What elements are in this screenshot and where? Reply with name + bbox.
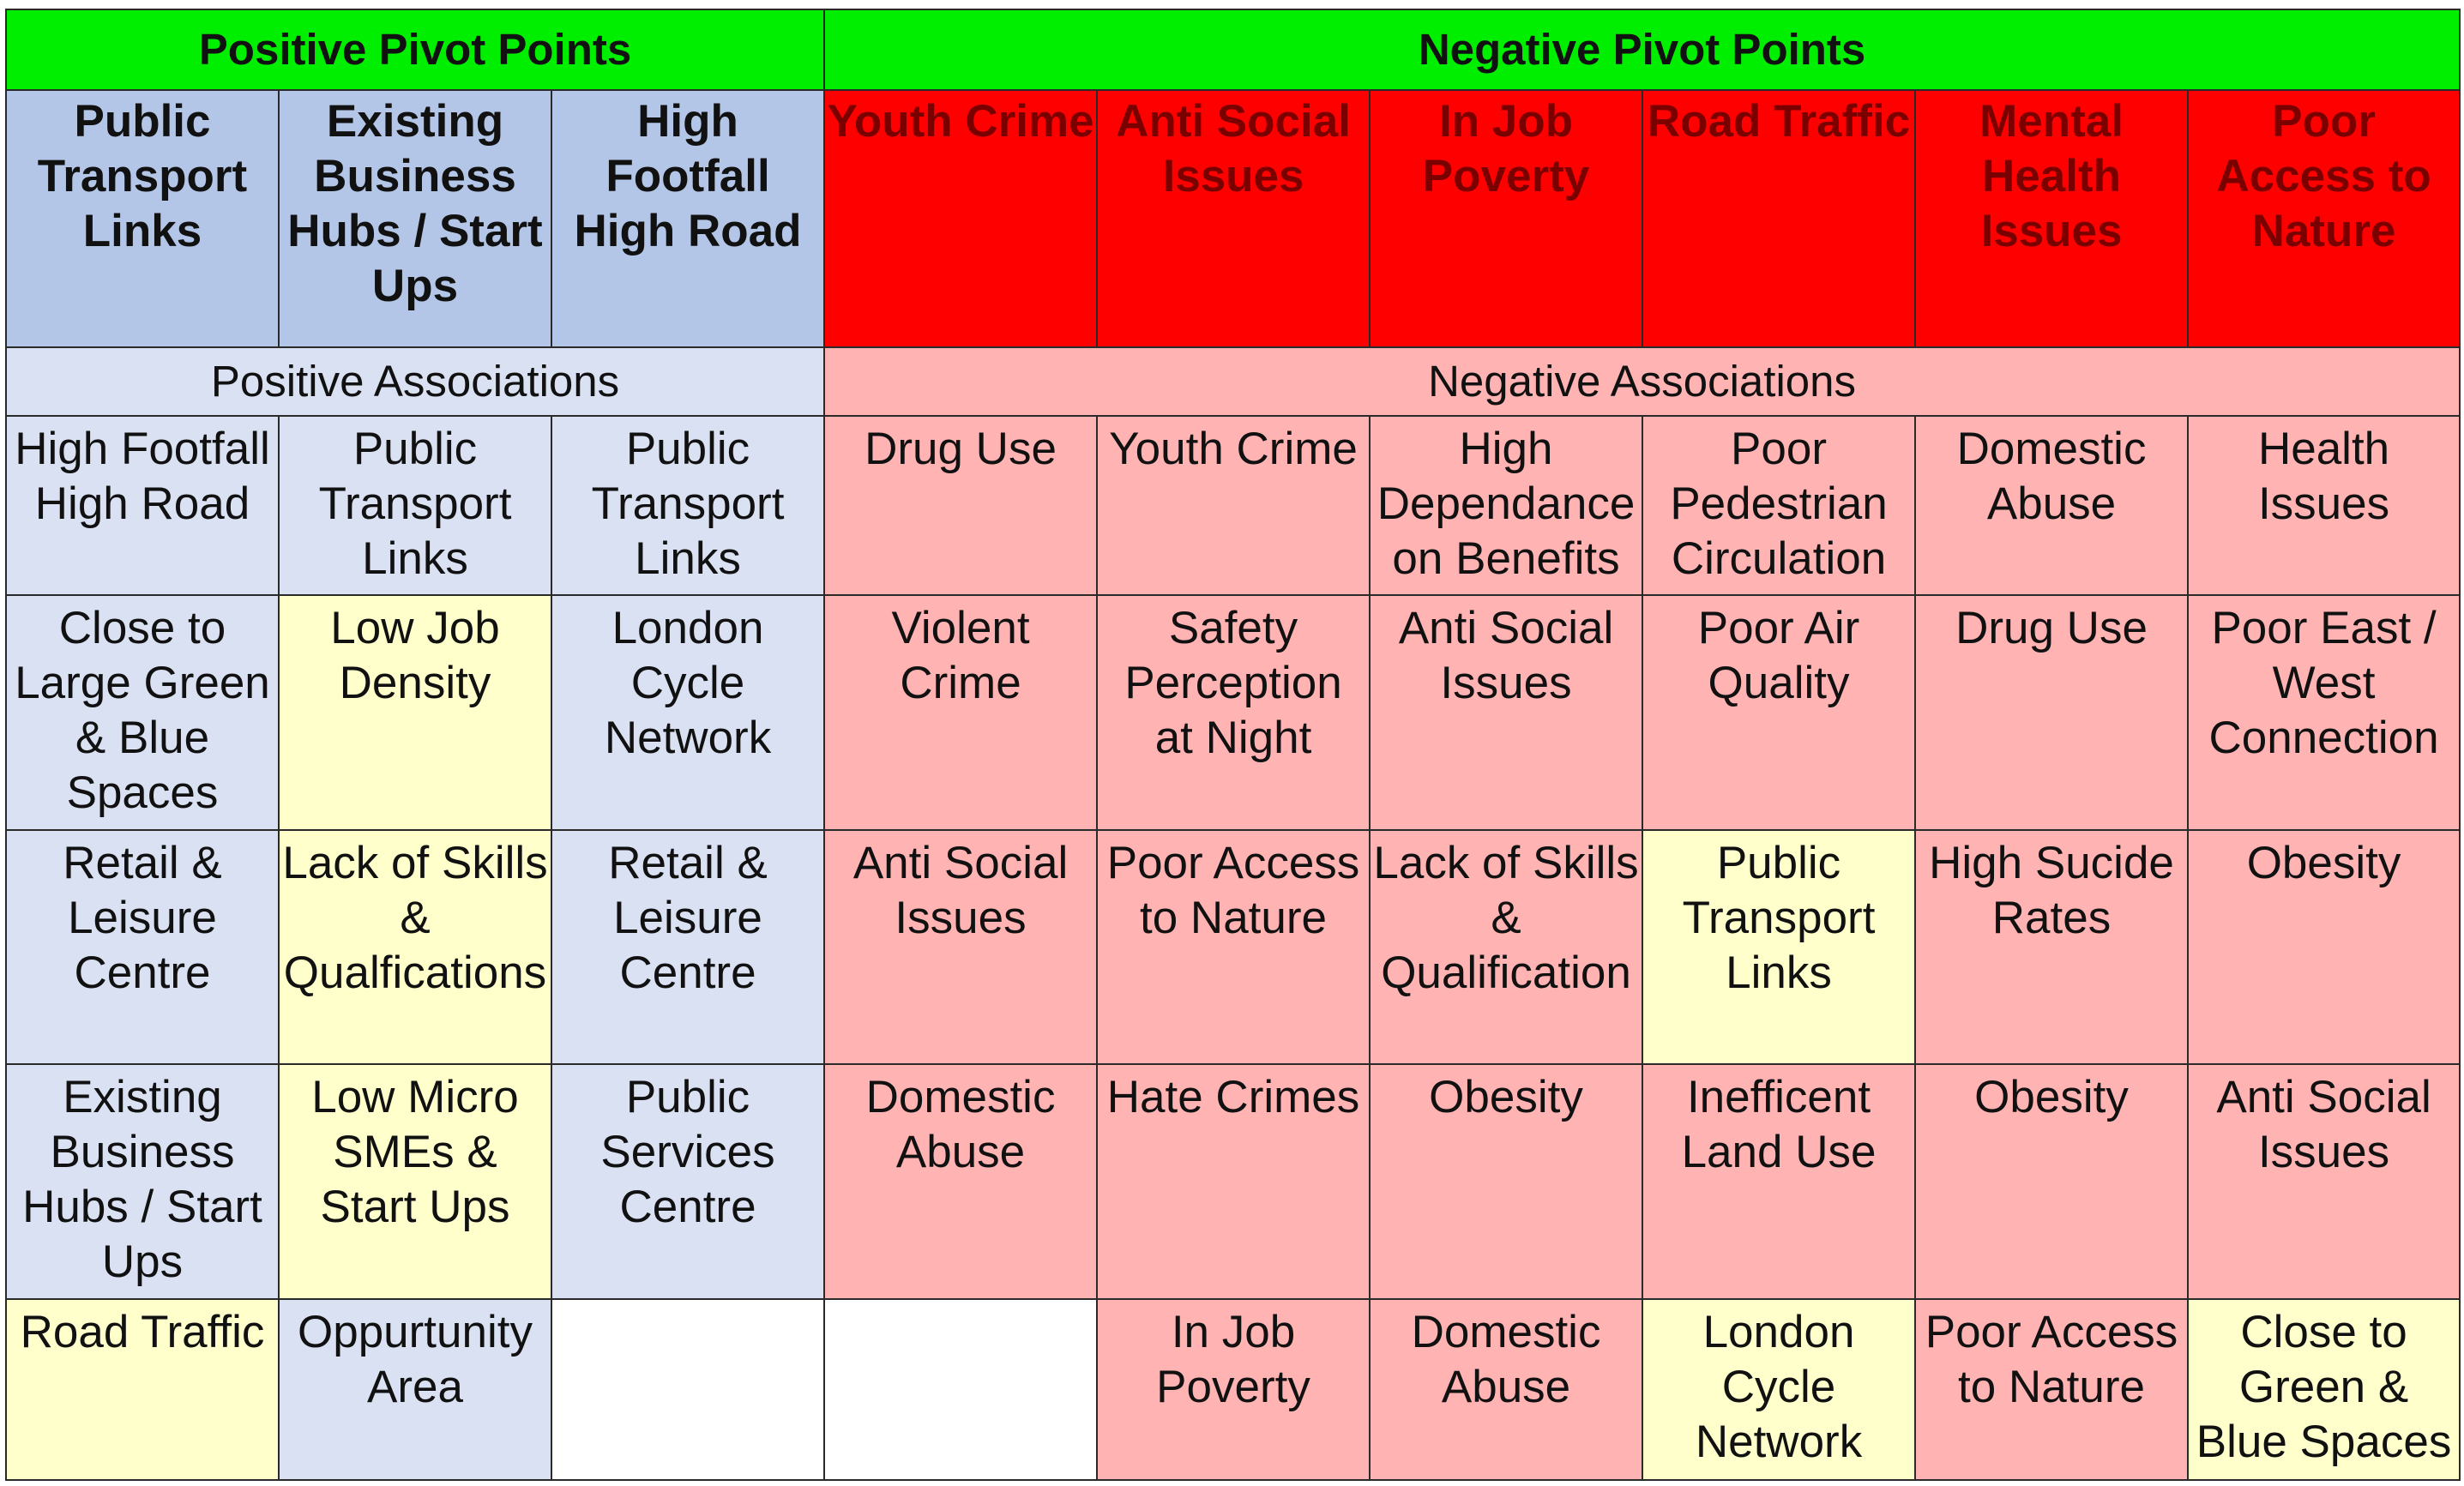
negative-pivot-header: Anti Social Issues xyxy=(1096,89,1371,348)
table-cell: Retail & Leisure Centre xyxy=(5,829,280,1065)
table-cell: Poor East / West Connection xyxy=(2187,594,2461,831)
negative-pivot-header: Youth Crime xyxy=(823,89,1099,348)
table-cell: Public Transport Links xyxy=(550,415,826,596)
table-cell: Anti Social Issues xyxy=(2187,1063,2461,1300)
table-cell: Lack of Skills & Qualfications xyxy=(278,829,552,1065)
table-cell: Poor Access to Nature xyxy=(1096,829,1371,1065)
table-cell-empty xyxy=(823,1298,1099,1481)
table-cell: Anti Social Issues xyxy=(1369,594,1644,831)
table-cell: Road Traffic xyxy=(5,1298,280,1481)
table-cell: London Cycle Network xyxy=(550,594,826,831)
negative-pivot-header: In Job Poverty xyxy=(1369,89,1644,348)
table-cell: Domestic Abuse xyxy=(1914,415,2190,596)
positive-pivot-points-title: Positive Pivot Points xyxy=(4,9,826,91)
table-cell: Youth Crime xyxy=(1096,415,1371,596)
table-row: Retail & Leisure Centre Lack of Skills &… xyxy=(5,829,2461,1065)
positive-pivot-header: High Footfall High Road xyxy=(550,89,826,348)
table-cell: Hate Crimes xyxy=(1096,1063,1371,1300)
table-cell: Low Micro SMEs & Start Ups xyxy=(278,1063,552,1300)
table-cell: High Dependance on Benefits xyxy=(1369,415,1644,596)
positive-associations-label: Positive Associations xyxy=(4,346,826,417)
positive-pivot-header: Existing Business Hubs / Start Ups xyxy=(278,89,552,348)
table-cell: Public Transport Links xyxy=(1642,829,1917,1065)
table-cell: Lack of Skills & Qualification xyxy=(1369,829,1644,1065)
table-row: Close to Large Green & Blue Spaces Low J… xyxy=(5,594,2461,831)
table-cell: Domestic Abuse xyxy=(1369,1298,1644,1481)
table-cell: Poor Pedestrian Circulation xyxy=(1642,415,1917,596)
table-cell: Obesity xyxy=(1914,1063,2190,1300)
table-cell: Close to Green & Blue Spaces xyxy=(2187,1298,2461,1481)
table-cell: London Cycle Network xyxy=(1642,1298,1917,1481)
negative-pivot-points-title: Negative Pivot Points xyxy=(823,9,2461,91)
table-cell: Violent Crime xyxy=(823,594,1099,831)
table-cell: Public Services Centre xyxy=(550,1063,826,1300)
negative-pivot-header: Road Traffic xyxy=(1642,89,1917,348)
table-cell: Poor Air Quality xyxy=(1642,594,1917,831)
table-cell: Oppurtunity Area xyxy=(278,1298,552,1481)
table-cell: Obesity xyxy=(2187,829,2461,1065)
table-cell: Anti Social Issues xyxy=(823,829,1099,1065)
negative-associations-label: Negative Associations xyxy=(823,346,2461,417)
table-cell: Drug Use xyxy=(823,415,1099,596)
table-cell-empty xyxy=(550,1298,826,1481)
negative-pivot-header: Poor Access to Nature xyxy=(2187,89,2461,348)
table-cell: High Sucide Rates xyxy=(1914,829,2190,1065)
table-cell: Health Issues xyxy=(2187,415,2461,596)
table-row: Existing Business Hubs / Start Ups Low M… xyxy=(5,1063,2461,1300)
table-cell: Poor Access to Nature xyxy=(1914,1298,2190,1481)
table-cell: Domestic Abuse xyxy=(823,1063,1099,1300)
table-cell: Inefficent Land Use xyxy=(1642,1063,1917,1300)
table-cell: Close to Large Green & Blue Spaces xyxy=(5,594,280,831)
negative-pivot-header: Mental Health Issues xyxy=(1914,89,2190,348)
table-row: High Footfall High Road Public Transport… xyxy=(5,415,2461,596)
table-row: Road Traffic Oppurtunity Area In Job Pov… xyxy=(5,1298,2461,1481)
table-cell: In Job Poverty xyxy=(1096,1298,1371,1481)
table-cell: Existing Business Hubs / Start Ups xyxy=(5,1063,280,1300)
table-cell: High Footfall High Road xyxy=(5,415,280,596)
table-cell: Retail & Leisure Centre xyxy=(550,829,826,1065)
pivot-points-table: Positive Pivot Points Negative Pivot Poi… xyxy=(4,9,2461,1481)
positive-pivot-header: Public Transport Links xyxy=(5,89,280,348)
table-cell: Low Job Density xyxy=(278,594,552,831)
table-cell: Public Transport Links xyxy=(278,415,552,596)
table-cell: Safety Perception at Night xyxy=(1096,594,1371,831)
table-cell: Obesity xyxy=(1369,1063,1644,1300)
table-cell: Drug Use xyxy=(1914,594,2190,831)
